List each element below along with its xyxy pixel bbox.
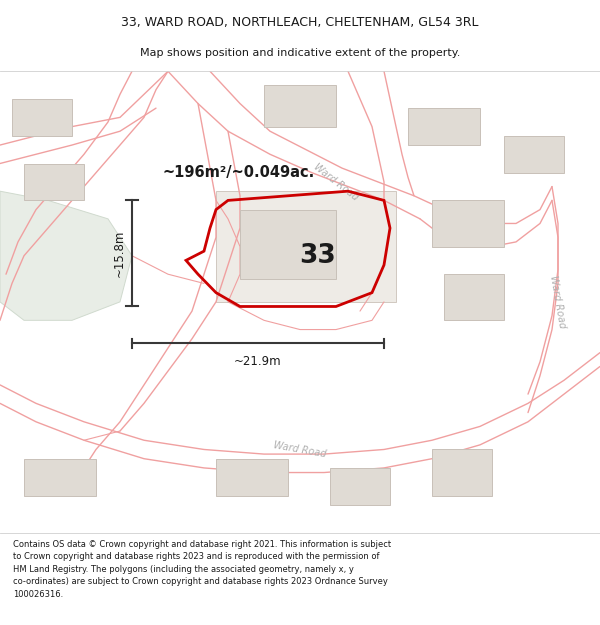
- Polygon shape: [408, 108, 480, 145]
- Polygon shape: [216, 191, 396, 302]
- Text: ~21.9m: ~21.9m: [234, 355, 282, 368]
- Polygon shape: [330, 468, 390, 505]
- Text: ~196m²/~0.049ac.: ~196m²/~0.049ac.: [162, 165, 314, 180]
- Polygon shape: [24, 459, 96, 496]
- Text: ~15.8m: ~15.8m: [113, 230, 126, 277]
- Polygon shape: [444, 274, 504, 321]
- Polygon shape: [264, 85, 336, 127]
- Text: Ward Road: Ward Road: [312, 161, 360, 202]
- Polygon shape: [432, 449, 492, 496]
- Text: Ward Road: Ward Road: [548, 274, 568, 329]
- Text: Map shows position and indicative extent of the property.: Map shows position and indicative extent…: [140, 48, 460, 58]
- Polygon shape: [432, 201, 504, 246]
- Text: Contains OS data © Crown copyright and database right 2021. This information is : Contains OS data © Crown copyright and d…: [13, 540, 391, 599]
- Polygon shape: [0, 191, 132, 321]
- Text: 33: 33: [299, 242, 337, 269]
- Polygon shape: [504, 136, 564, 172]
- Polygon shape: [240, 209, 336, 279]
- Text: 33, WARD ROAD, NORTHLEACH, CHELTENHAM, GL54 3RL: 33, WARD ROAD, NORTHLEACH, CHELTENHAM, G…: [121, 16, 479, 29]
- Text: Ward Road: Ward Road: [273, 440, 327, 459]
- Polygon shape: [12, 99, 72, 136]
- Polygon shape: [216, 459, 288, 496]
- Polygon shape: [24, 164, 84, 201]
